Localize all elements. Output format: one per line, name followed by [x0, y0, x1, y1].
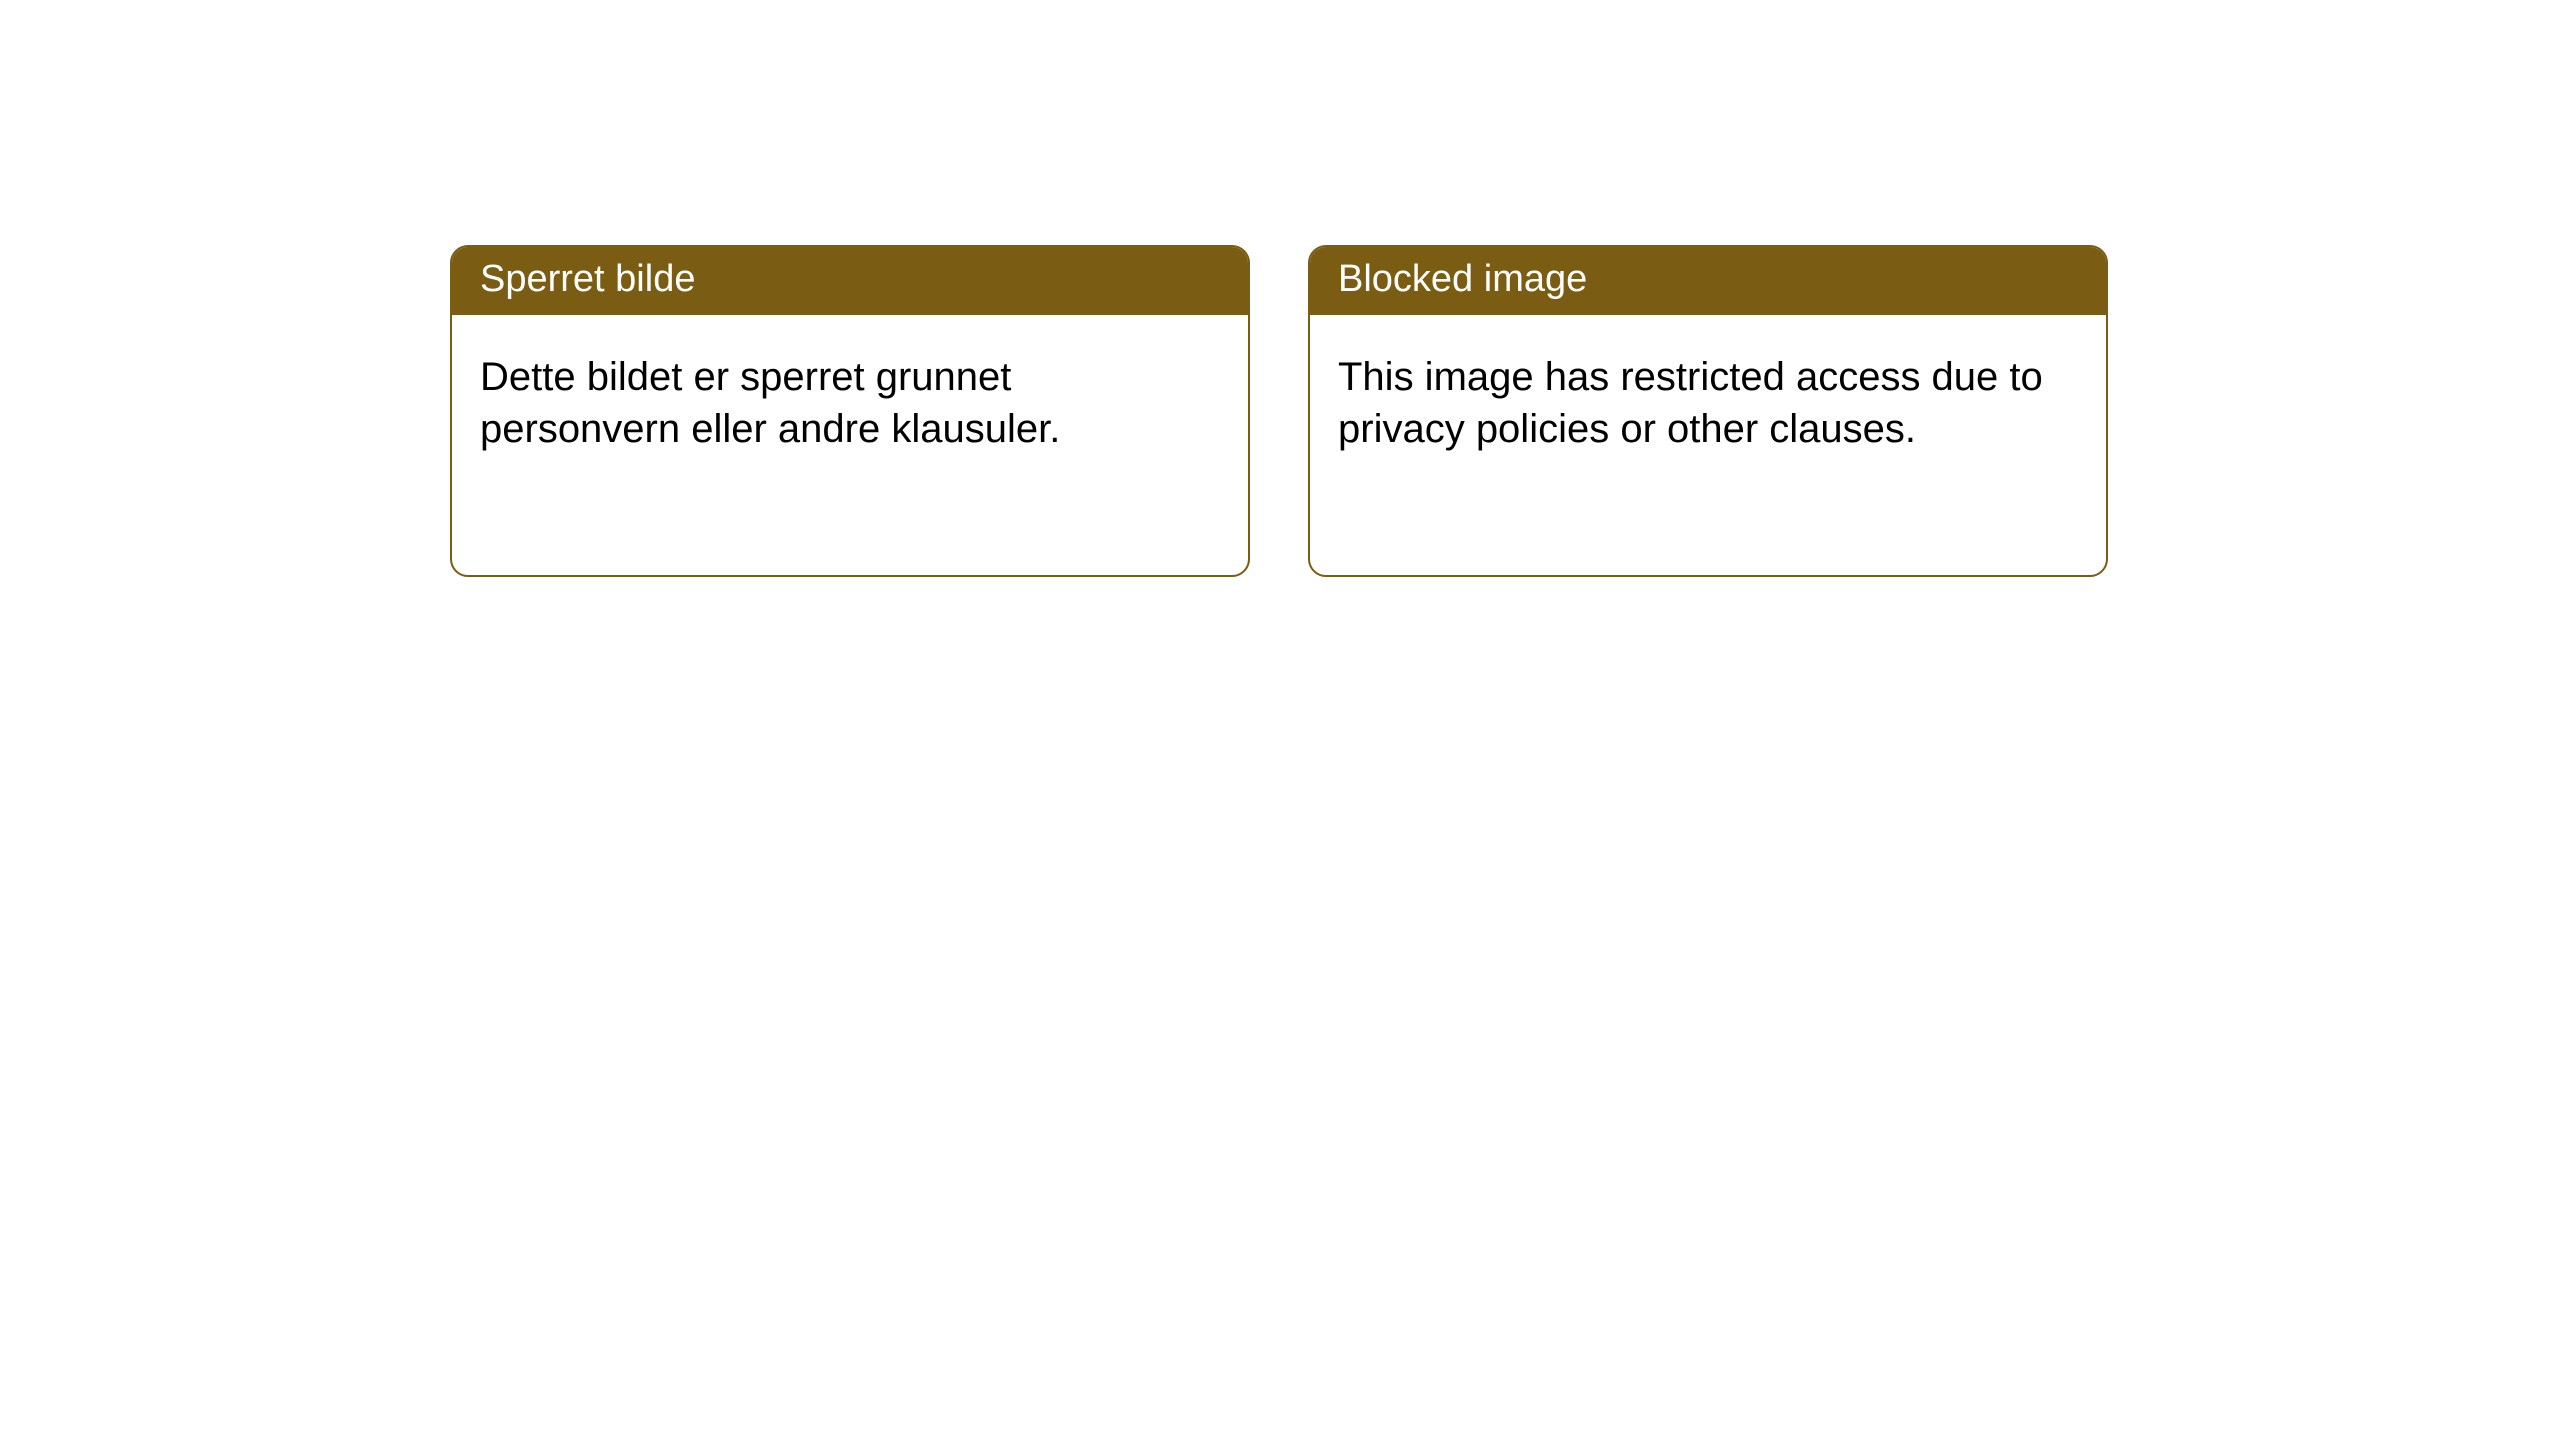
notice-title: Sperret bilde	[452, 247, 1248, 315]
notice-body: Dette bildet er sperret grunnet personve…	[452, 315, 1248, 483]
notice-container: Sperret bilde Dette bildet er sperret gr…	[0, 0, 2560, 577]
notice-card-en: Blocked image This image has restricted …	[1308, 245, 2108, 577]
notice-body: This image has restricted access due to …	[1310, 315, 2106, 483]
notice-card-no: Sperret bilde Dette bildet er sperret gr…	[450, 245, 1250, 577]
notice-title: Blocked image	[1310, 247, 2106, 315]
